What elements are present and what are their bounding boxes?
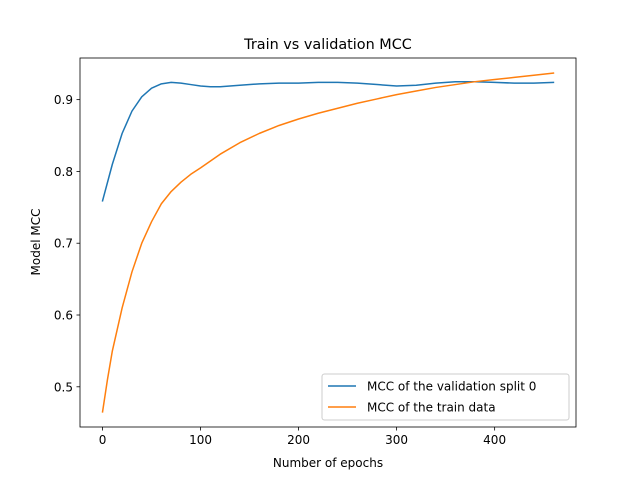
legend: MCC of the validation split 0 MCC of the … (321, 373, 570, 421)
series-line-2 (101, 72, 555, 413)
y-tick-label: 0.8 (54, 165, 73, 179)
x-tick-label: 200 (287, 433, 310, 447)
y-tick-label: 0.7 (54, 237, 73, 251)
y-tick-label: 0.5 (54, 380, 73, 394)
legend-label-2: MCC of the train data (367, 401, 496, 415)
y-axis-label: Model MCC (29, 209, 43, 276)
x-tick-label: 100 (189, 433, 212, 447)
y-tick-label: 0.6 (54, 309, 73, 323)
x-tick-label: 0 (99, 433, 107, 447)
y-tick-label: 0.9 (54, 93, 73, 107)
chart-title: Train vs validation MCC (243, 37, 412, 53)
x-tick-label: 300 (385, 433, 408, 447)
legend-label-1: MCC of the validation split 0 (367, 380, 536, 394)
series-line-1 (101, 80, 555, 202)
x-axis-label: Number of epochs (273, 456, 383, 470)
x-tick-label: 400 (483, 433, 506, 447)
legend-box (321, 373, 570, 421)
plot-area: 0 100 200 300 400 0.5 0.6 0.7 0.8 0.9 (54, 57, 577, 447)
axes-frame (79, 57, 577, 428)
